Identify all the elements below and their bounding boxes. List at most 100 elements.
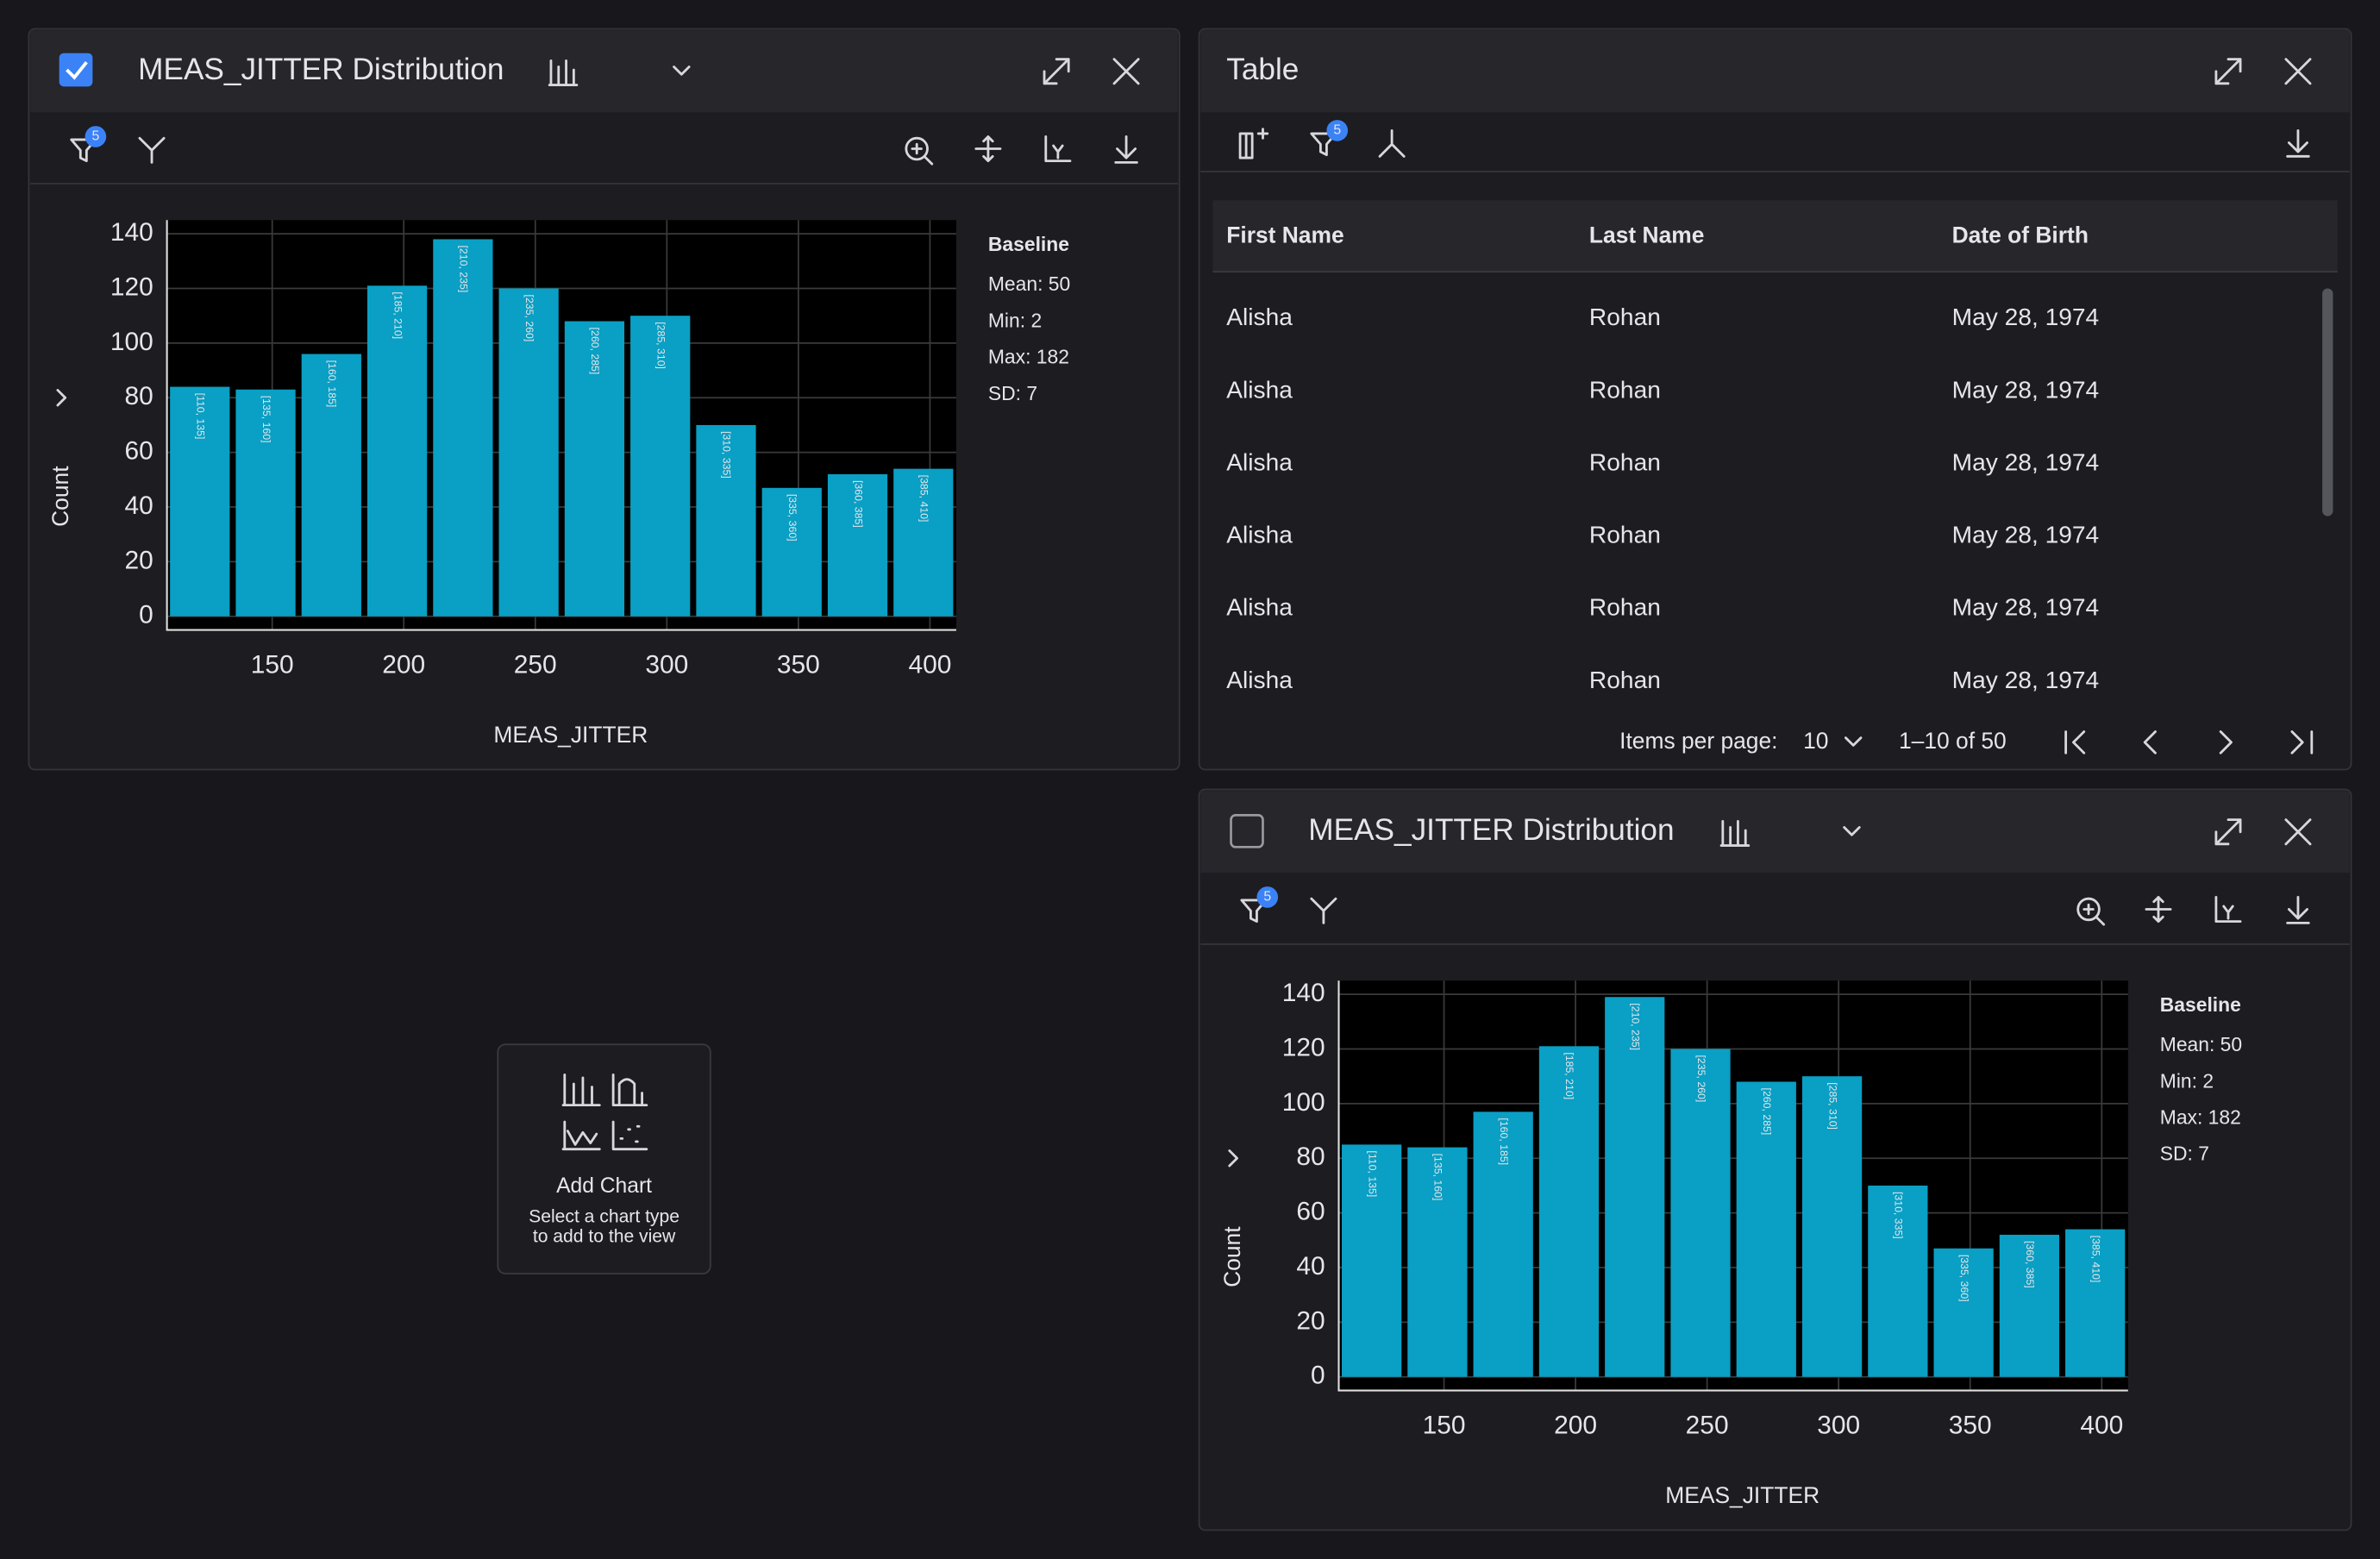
y-tick-label: 0 xyxy=(139,601,153,629)
bar-label: [335, 360] xyxy=(786,494,799,542)
items-per-page[interactable]: 10 xyxy=(1803,728,1828,754)
pan-button[interactable] xyxy=(974,135,1002,163)
y-tick-label: 20 xyxy=(1296,1306,1325,1335)
last-page[interactable] xyxy=(2290,730,2314,754)
dropdown[interactable] xyxy=(1845,736,1863,747)
bar-label: [385, 410] xyxy=(2089,1236,2101,1283)
axis-button[interactable] xyxy=(1044,135,1072,163)
dropdown[interactable] xyxy=(673,66,691,76)
branch-button[interactable] xyxy=(138,136,166,164)
columns-button[interactable] xyxy=(1238,128,1269,160)
download-button[interactable] xyxy=(1114,135,1138,164)
close-button[interactable] xyxy=(1112,58,1140,85)
badge xyxy=(1256,886,1279,908)
bar xyxy=(696,424,756,617)
bar-label: [110, 135] xyxy=(1366,1150,1378,1197)
zoom-button[interactable] xyxy=(2076,897,2106,926)
expand-button[interactable] xyxy=(2214,58,2242,85)
column-header: Last Name xyxy=(1589,222,1704,248)
badge xyxy=(85,126,107,147)
chart: 0 20 40 60 80 100 120 140 150 200 250 300 350 400 [110… xyxy=(47,218,1070,748)
y-tick-label: 140 xyxy=(110,218,153,247)
branch-button[interactable] xyxy=(1310,897,1337,924)
next-page[interactable] xyxy=(2219,730,2233,754)
table-cell: Alisha xyxy=(1226,522,1293,548)
table-cell: May 28, 1974 xyxy=(1952,667,2100,693)
stat: Mean: 50 xyxy=(988,272,1070,295)
y-tick-label: 40 xyxy=(1296,1252,1325,1280)
y-tick-label: 120 xyxy=(110,272,153,301)
table-cell: Rohan xyxy=(1589,448,1661,475)
dropdown[interactable] xyxy=(1843,826,1861,836)
bar-label: [135, 160] xyxy=(1432,1154,1444,1201)
chart: 0 20 40 60 80 100 120 140 150 200 250 300 350 400 [110… xyxy=(1219,979,2242,1508)
close-button[interactable] xyxy=(2284,818,2312,846)
bar-label: [385, 410] xyxy=(918,475,930,523)
y-tick-label: 80 xyxy=(1296,1143,1325,1171)
bar xyxy=(1670,1049,1731,1377)
bar-label: [110, 135] xyxy=(195,393,207,440)
bar xyxy=(1801,1076,1863,1377)
bar-label: [185, 210] xyxy=(1563,1052,1575,1099)
card-title: Add Chart xyxy=(556,1174,652,1198)
download-button[interactable] xyxy=(2286,128,2310,158)
card-frame[interactable] xyxy=(497,1043,711,1274)
side-toggle[interactable] xyxy=(1228,1149,1238,1168)
bar xyxy=(1736,1081,1796,1377)
download-button[interactable] xyxy=(2286,896,2310,924)
bar xyxy=(1538,1046,1600,1377)
y-tick-label: 0 xyxy=(1311,1362,1325,1390)
expand-button[interactable] xyxy=(2214,818,2242,846)
table-cell: May 28, 1974 xyxy=(1952,448,2100,475)
bar xyxy=(1999,1234,2060,1377)
chart-type-icon[interactable] xyxy=(548,59,579,86)
first-page[interactable] xyxy=(2064,730,2086,754)
bar xyxy=(893,468,954,617)
bar-label: [235, 260] xyxy=(1695,1055,1707,1103)
table-cell: Rohan xyxy=(1589,594,1661,621)
bar-label: [210, 235] xyxy=(1629,1003,1641,1050)
stat: Mean: 50 xyxy=(2160,1033,2242,1055)
side-toggle[interactable] xyxy=(56,389,67,407)
zoom-button[interactable] xyxy=(905,136,934,166)
axis-button[interactable] xyxy=(2214,896,2242,924)
x-tick-label: 200 xyxy=(1554,1412,1597,1440)
bar xyxy=(2065,1229,2126,1377)
check-mark xyxy=(66,60,88,80)
table-cell: Rohan xyxy=(1589,522,1661,548)
x-tick-label: 400 xyxy=(2080,1412,2123,1440)
axis-line xyxy=(1337,980,2128,1392)
chart-type-icon[interactable] xyxy=(1719,820,1751,847)
checkbox[interactable] xyxy=(59,53,93,87)
x-tick-label: 350 xyxy=(777,651,820,679)
close-button[interactable] xyxy=(2284,58,2312,85)
pan-button[interactable] xyxy=(2145,896,2172,924)
bar xyxy=(301,354,361,617)
bar-label: [160, 185] xyxy=(1498,1118,1510,1165)
table-cell: May 28, 1974 xyxy=(1952,304,2100,330)
table-cell: Alisha xyxy=(1226,376,1293,403)
bar-label: [260, 285] xyxy=(1761,1088,1773,1136)
expand-button[interactable] xyxy=(1043,58,1070,85)
panel-header xyxy=(1200,30,2350,113)
pivot-button[interactable] xyxy=(1378,128,1406,158)
prev-page[interactable] xyxy=(2143,730,2157,754)
stats-title: Baseline xyxy=(2160,993,2241,1016)
x-axis-label: MEAS_JITTER xyxy=(493,722,648,748)
bar xyxy=(170,386,230,617)
bar xyxy=(498,288,559,617)
table-cell: Rohan xyxy=(1589,304,1661,330)
scrollbar[interactable] xyxy=(2322,288,2333,517)
stat: Max: 182 xyxy=(2160,1106,2241,1129)
add-chart-card[interactable]: Add Chart Select a chart type to add to … xyxy=(497,1043,711,1274)
column-header: Date of Birth xyxy=(1952,222,2089,248)
y-tick-label: 100 xyxy=(1282,1088,1325,1117)
x-tick-label: 400 xyxy=(908,651,951,679)
bar xyxy=(366,285,428,617)
x-tick-label: 300 xyxy=(645,651,688,679)
y-tick-label: 100 xyxy=(110,328,153,356)
checkbox[interactable] xyxy=(1230,814,1264,848)
bar-label: [335, 360] xyxy=(1958,1255,1970,1302)
